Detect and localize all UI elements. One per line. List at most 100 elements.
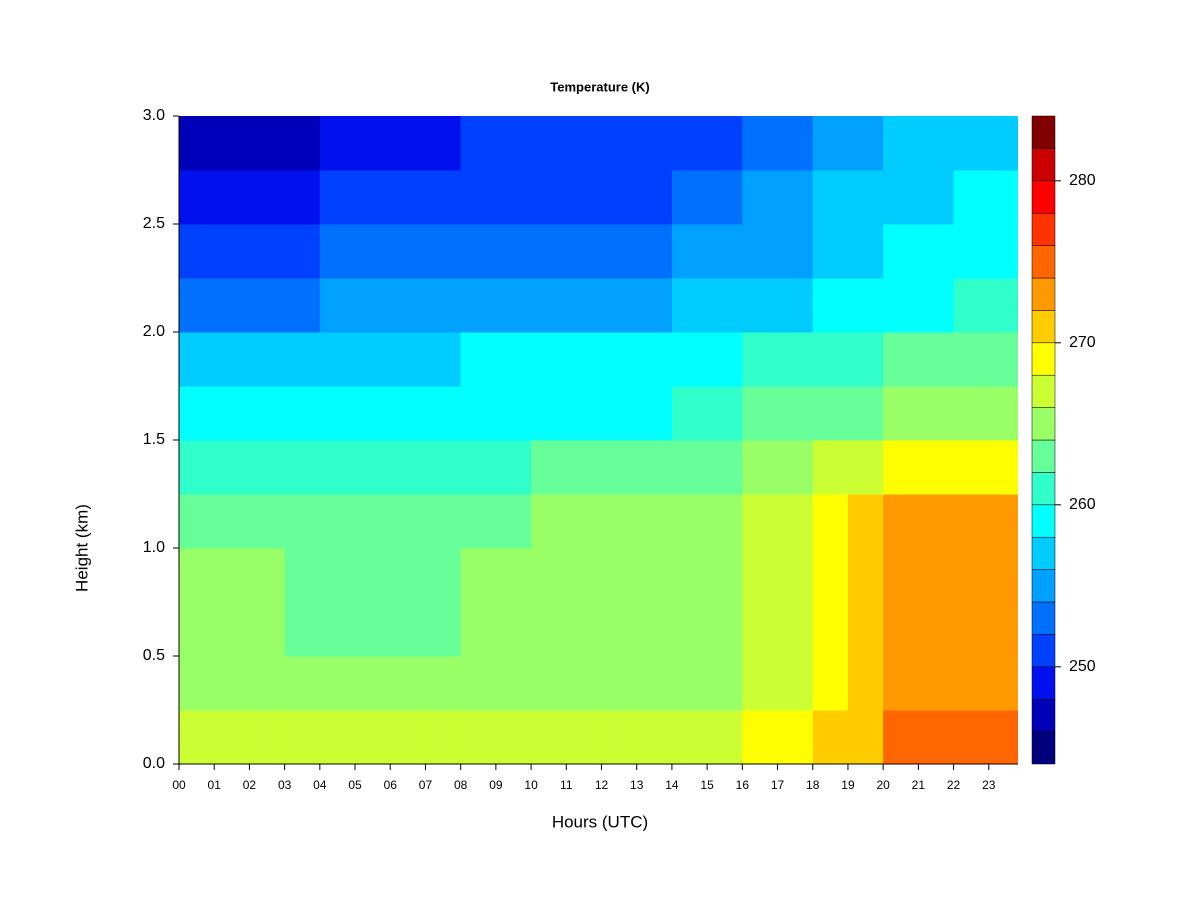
- heatmap-cell: [425, 440, 462, 495]
- heatmap-cell: [214, 116, 250, 171]
- heatmap-cell: [249, 170, 286, 225]
- x-tick-label: 16: [736, 778, 750, 792]
- heatmap-cell: [531, 602, 567, 657]
- heatmap-cell: [495, 440, 532, 495]
- heatmap-cell: [671, 116, 708, 171]
- heatmap-cell: [355, 656, 391, 711]
- heatmap-cell: [390, 116, 426, 171]
- heatmap-cell: [460, 656, 497, 711]
- heatmap-cell: [707, 224, 743, 279]
- heatmap-cell: [671, 386, 708, 441]
- heatmap-cell: [355, 224, 391, 279]
- heatmap-cell: [707, 278, 743, 333]
- heatmap-cell: [988, 602, 1018, 657]
- heatmap-cell: [671, 494, 708, 549]
- colorbar-tick-label: 250: [1069, 658, 1096, 675]
- y-tick-label: 1.0: [143, 539, 165, 556]
- heatmap-cell: [883, 710, 919, 764]
- heatmap-cell: [460, 170, 497, 225]
- heatmap-cell: [390, 386, 426, 441]
- heatmap-cell: [425, 278, 462, 333]
- x-tick-label: 13: [630, 778, 644, 792]
- heatmap-cell: [953, 224, 990, 279]
- heatmap-cell: [495, 170, 532, 225]
- heatmap-cell: [953, 494, 990, 549]
- heatmap-cell: [812, 116, 849, 171]
- colorbar-cell: [1031, 536, 1056, 570]
- x-tick-label: 15: [700, 778, 714, 792]
- heatmap-cell: [988, 710, 1018, 764]
- heatmap-cell: [918, 656, 955, 711]
- colorbar-cell: [1031, 310, 1056, 344]
- heatmap-cell: [883, 170, 919, 225]
- heatmap-cell: [214, 602, 250, 657]
- heatmap-cell: [284, 602, 321, 657]
- chart-title: Temperature (K): [550, 79, 649, 94]
- heatmap-cell: [671, 332, 708, 387]
- heatmap-cell: [707, 710, 743, 764]
- heatmap-cell: [566, 278, 602, 333]
- heatmap-cell: [319, 602, 356, 657]
- heatmap-cell: [355, 494, 391, 549]
- heatmap-cell: [636, 332, 673, 387]
- heatmap-cell: [566, 494, 602, 549]
- heatmap-cell: [425, 602, 462, 657]
- heatmap-cell: [495, 332, 532, 387]
- heatmap-cell: [390, 548, 426, 603]
- colorbar-tick-label: 260: [1069, 496, 1096, 513]
- y-tick-label: 3.0: [143, 107, 165, 124]
- heatmap-cell: [319, 116, 356, 171]
- x-tick-label: 17: [771, 778, 785, 792]
- heatmap-cell: [953, 710, 990, 764]
- heatmap-cell: [249, 386, 286, 441]
- heatmap-cell: [390, 332, 426, 387]
- colorbar-cell: [1031, 277, 1056, 311]
- heatmap-cells: [179, 116, 1018, 764]
- heatmap-cell: [390, 440, 426, 495]
- heatmap-cell: [249, 548, 286, 603]
- heatmap-cell: [249, 332, 286, 387]
- heatmap-cell: [531, 710, 567, 764]
- heatmap-cell: [953, 386, 990, 441]
- heatmap-cell: [566, 548, 602, 603]
- heatmap-cell: [214, 386, 250, 441]
- heatmap-cell: [953, 548, 990, 603]
- heatmap-cell: [460, 224, 497, 279]
- heatmap-cell: [284, 710, 321, 764]
- y-tick-label: 1.5: [143, 431, 165, 448]
- heatmap-cell: [671, 440, 708, 495]
- heatmap-cell: [179, 116, 215, 171]
- heatmap-cell: [777, 332, 814, 387]
- heatmap-cell: [425, 548, 462, 603]
- heatmap-cell: [988, 224, 1018, 279]
- colorbar-cell: [1031, 569, 1056, 603]
- heatmap-cell: [601, 170, 638, 225]
- heatmap-cell: [460, 332, 497, 387]
- heatmap-cell: [777, 656, 814, 711]
- heatmap-cell: [319, 386, 356, 441]
- heatmap-cell: [495, 710, 532, 764]
- heatmap-cell: [319, 494, 356, 549]
- heatmap-cell: [390, 170, 426, 225]
- heatmap-cell: [601, 386, 638, 441]
- colorbar-cell: [1031, 634, 1056, 668]
- heatmap-cell: [953, 332, 990, 387]
- heatmap-cell: [777, 440, 814, 495]
- heatmap-cell: [847, 332, 884, 387]
- heatmap-cell: [319, 548, 356, 603]
- heatmap-cell: [179, 224, 215, 279]
- heatmap-cell: [847, 116, 884, 171]
- heatmap-cell: [707, 170, 743, 225]
- colorbar-cell: [1031, 115, 1056, 149]
- x-tick-label: 08: [454, 778, 468, 792]
- heatmap-cell: [636, 278, 673, 333]
- heatmap-cell: [953, 116, 990, 171]
- heatmap-cell: [284, 170, 321, 225]
- heatmap-cell: [179, 548, 215, 603]
- heatmap-cell: [707, 656, 743, 711]
- heatmap-cell: [742, 116, 779, 171]
- heatmap-cell: [214, 224, 250, 279]
- heatmap-cell: [812, 170, 849, 225]
- heatmap-cell: [495, 386, 532, 441]
- heatmap-cell: [214, 494, 250, 549]
